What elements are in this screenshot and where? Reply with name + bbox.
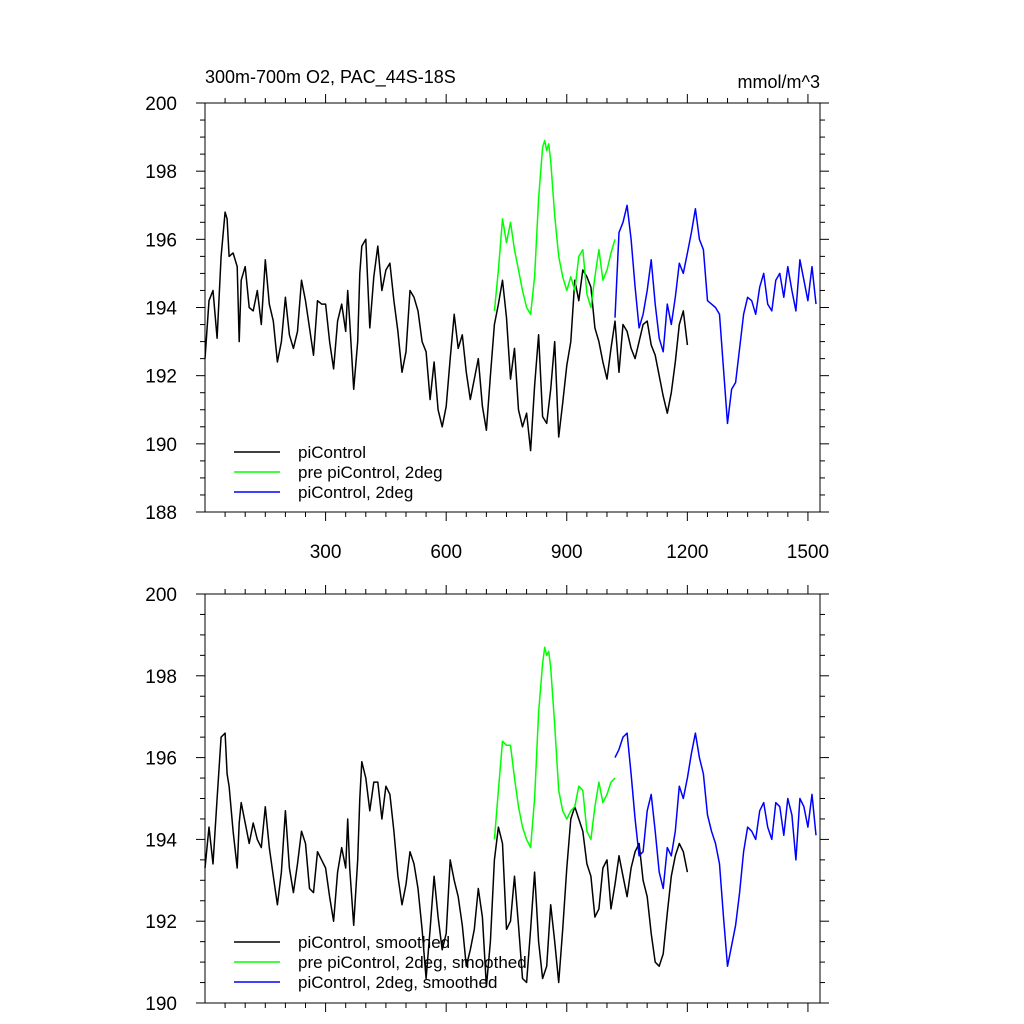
y-tick-label: 190 xyxy=(145,435,177,456)
legend-label: piControl, 2deg, smoothed xyxy=(298,973,497,992)
units-label: mmol/m^3 xyxy=(738,72,820,92)
legend-label: pre piControl, 2deg xyxy=(298,463,443,482)
series-line-1 xyxy=(204,211,689,452)
y-tick-label: 196 xyxy=(145,749,177,770)
series-line-2 xyxy=(493,139,616,316)
x-tick-label: 900 xyxy=(551,542,583,563)
y-tick-label: 200 xyxy=(145,94,177,115)
x-tick-label: 300 xyxy=(310,542,342,563)
legend-label: piControl, 2deg xyxy=(298,483,413,502)
bottom-chart-panel: 190 192 194 196 198 200 piControl, smoothedpre… xyxy=(145,585,829,1015)
y-tick-label: 198 xyxy=(145,667,177,688)
x-tick-label: 1200 xyxy=(666,542,708,563)
series-line-1 xyxy=(204,732,689,988)
y-tick-label: 198 xyxy=(145,162,177,183)
y-tick-label: 188 xyxy=(145,503,177,524)
legend-label: pre piControl, 2deg, smoothed xyxy=(298,953,527,972)
series-line-3 xyxy=(614,732,817,967)
legend-label: piControl xyxy=(298,443,366,462)
y-tick-label: 190 xyxy=(145,994,177,1015)
y-tick-label: 192 xyxy=(145,367,177,388)
series-line-2 xyxy=(493,646,616,849)
top-chart-panel: 188 190 192 194 196 198 200 300 600 900 1200 1500 30… xyxy=(145,67,829,563)
y-tick-label: 194 xyxy=(145,299,177,320)
series-line-3 xyxy=(614,204,817,425)
y-tick-label: 194 xyxy=(145,830,177,851)
y-tick-label: 192 xyxy=(145,912,177,933)
y-tick-label: 200 xyxy=(145,585,177,606)
chart-title: 300m-700m O2, PAC_44S-18S xyxy=(205,67,456,88)
x-tick-label: 1500 xyxy=(787,542,829,563)
legend-label: piControl, smoothed xyxy=(298,933,450,952)
y-tick-label: 196 xyxy=(145,230,177,251)
x-tick-label: 600 xyxy=(430,542,462,563)
